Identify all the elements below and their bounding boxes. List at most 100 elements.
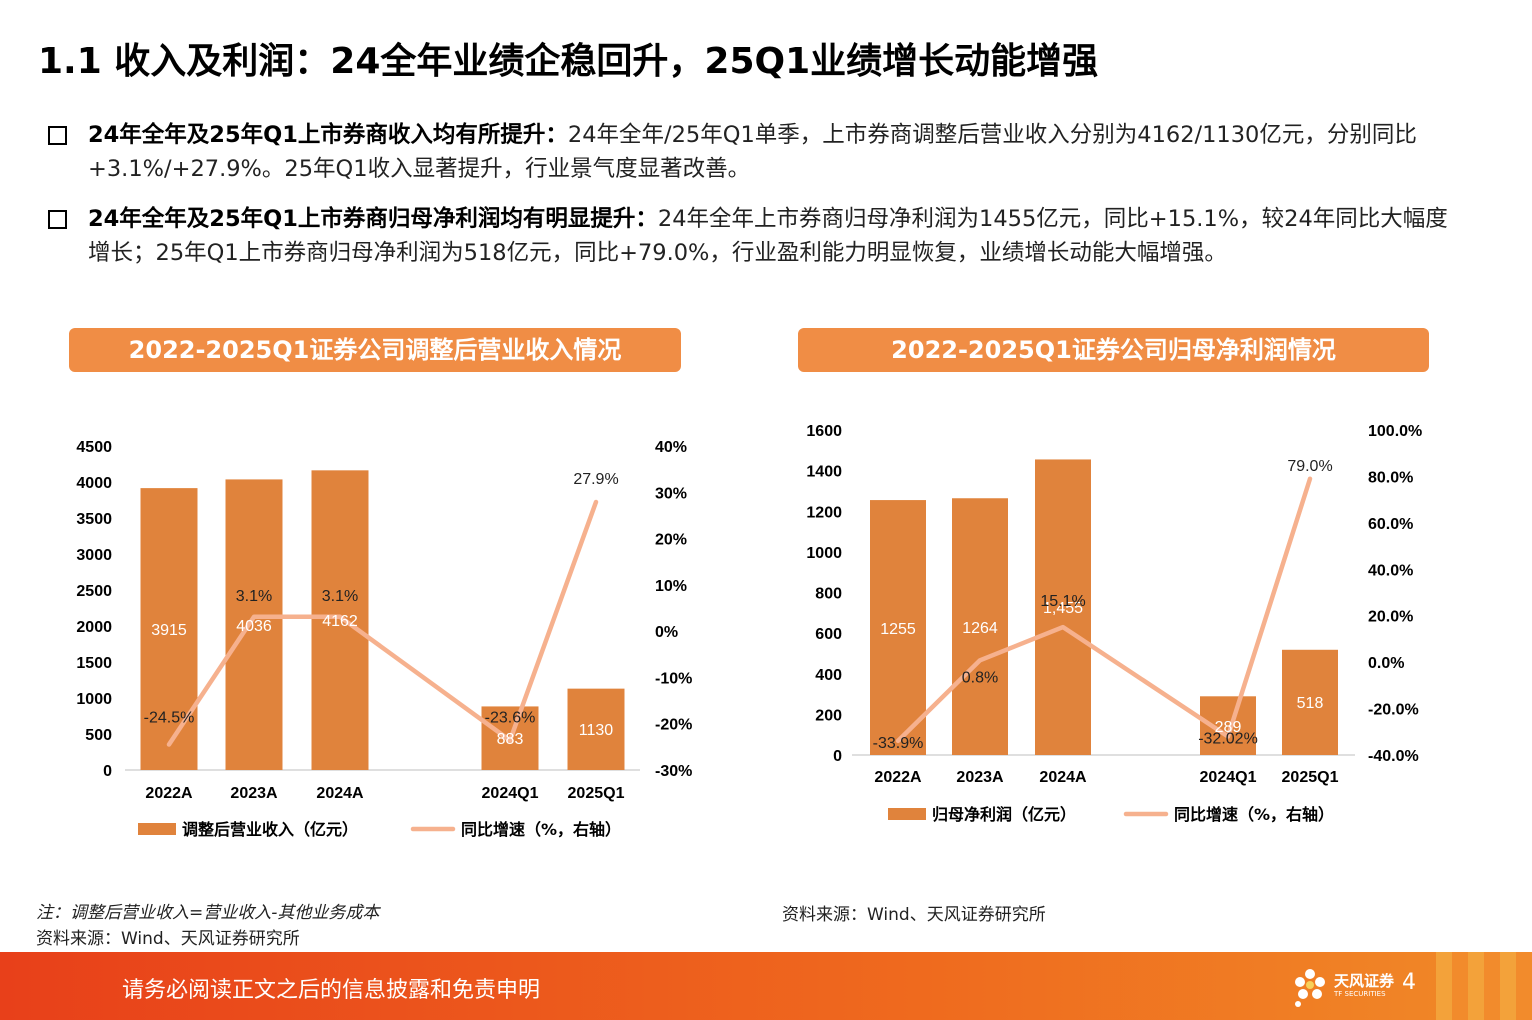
rev-bar-value-label: 1130 [579,722,614,739]
np-y-tick-label: 1000 [806,545,842,562]
bullet-profit-text: 24年全年上市券商归母净利润为1455亿元，同比+15.1%，较24年同比大幅度… [88,206,1448,266]
charts-canvas: 050010001500200025003000350040004500-30%… [76,423,1422,839]
bullet-revenue-text: 24年全年/25年Q1单季，上市券商调整后营业收入分别为4162/1130亿元，… [88,122,1417,182]
rev-y-tick-label: 2000 [76,619,112,636]
rev-y2-tick-label: -30% [655,763,692,780]
np-bar [1282,649,1338,755]
chart-left-title: 2022-2025Q1证券公司调整后营业收入情况 [69,328,681,372]
np-category-label: 2023A [956,769,1004,786]
rev-y-tick-label: 1500 [76,655,112,672]
bullet-revenue-heading: 24年全年及25年Q1上市券商收入均有所提升： [88,122,568,148]
source-left: 资料来源：Wind、天风证券研究所 [36,929,300,949]
np-bar-value-label: 289 [1215,719,1242,736]
rev-category-label: 2025Q1 [568,785,625,802]
rev-bar [140,488,198,770]
rev-bar [311,470,369,770]
np-y-tick-label: 1400 [806,464,842,481]
rev-y-tick-label: 1000 [76,691,112,708]
rev-growth-value-label: -24.5% [144,710,195,727]
rev-growth-value-label: 3.1% [322,588,358,605]
rev-y2-tick-label: -20% [655,717,692,734]
bullet-square-icon [48,126,67,145]
np-growth-line [895,476,1313,744]
footer-disclaimer: 请务必阅读正文之后的信息披露和免责申明 [122,978,541,1003]
rev-y2-tick-label: 10% [655,578,687,595]
np-growth-value-label: 15.1% [1040,593,1085,610]
rev-bar-value-label: 4036 [236,618,272,635]
rev-y2-tick-label: 40% [655,439,687,456]
np-category-label: 2025Q1 [1282,769,1339,786]
rev-growth-line [166,499,599,747]
rev-y2-tick-label: 0% [655,624,678,641]
np-y-tick-label: 600 [815,626,842,643]
footer-stripes-decoration [1436,952,1532,1020]
footer-bar: 请务必阅读正文之后的信息披露和免责申明 天风证券 TF SECURITIES 4 [0,952,1532,1020]
bullet-profit: 24年全年及25年Q1上市券商归母净利润均有明显提升：24年全年上市券商归母净利… [48,202,1458,270]
page-title: 1.1 收入及利润：24全年业绩企稳回升，25Q1业绩增长动能增强 [38,41,1099,82]
np-y2-tick-label: 80.0% [1368,469,1413,486]
np-y2-tick-label: -20.0% [1368,702,1419,719]
rev-y2-tick-label: -10% [655,670,692,687]
rev-category-label: 2023A [230,785,278,802]
rev-legend-bar-label: 调整后营业收入（亿元） [182,820,358,839]
np-bar-value-label: 518 [1297,695,1324,712]
flower-logo-icon [1295,969,1325,1007]
np-growth-value-label: -32.02% [1198,730,1258,747]
np-y2-tick-label: 40.0% [1368,562,1413,579]
rev-bar-value-label: 3915 [151,622,187,639]
logo-text: 天风证券 [1334,972,1395,990]
np-y2-tick-label: 0.0% [1368,655,1404,672]
np-legend-bar-swatch [888,808,926,820]
np-bar [870,500,926,755]
rev-legend-bar-swatch [138,823,176,835]
rev-y-tick-label: 0 [103,763,112,780]
rev-y-tick-label: 4500 [76,439,112,456]
np-bar-value-label: 1,455 [1043,600,1083,617]
rev-legend-line-label: 同比增速（%，右轴） [461,820,621,839]
bullet-square-icon [48,210,67,229]
note-left: 注：调整后营业收入=营业收入-其他业务成本 [36,903,380,923]
rev-bar [567,688,625,770]
np-category-label: 2024A [1039,769,1087,786]
np-y2-tick-label: 20.0% [1368,609,1413,626]
rev-y-tick-label: 500 [85,727,112,744]
rev-y-tick-label: 3000 [76,547,112,564]
rev-category-label: 2022A [145,785,193,802]
rev-category-label: 2024Q1 [482,785,539,802]
rev-y2-tick-label: 30% [655,485,687,502]
page-number: 4 [1402,970,1416,995]
np-legend-line-label: 同比增速（%，右轴） [1174,805,1334,824]
np-y2-tick-label: -40.0% [1368,748,1419,765]
company-logo: 天风证券 TF SECURITIES [1290,964,1430,1010]
rev-growth-value-label: 27.9% [573,471,618,488]
np-y-tick-label: 400 [815,667,842,684]
rev-y-tick-label: 2500 [76,583,112,600]
np-y-tick-label: 800 [815,586,842,603]
np-growth-value-label: 79.0% [1287,458,1332,475]
np-bar-value-label: 1264 [962,620,998,637]
np-y-tick-label: 0 [833,748,842,765]
np-y2-tick-label: 60.0% [1368,516,1413,533]
bullet-revenue: 24年全年及25年Q1上市券商收入均有所提升：24年全年/25年Q1单季，上市券… [48,118,1458,186]
np-bar [952,498,1008,755]
np-y-tick-label: 200 [815,707,842,724]
np-growth-value-label: -33.9% [873,735,924,752]
np-y-tick-label: 1200 [806,504,842,521]
rev-growth-value-label: -23.6% [485,709,536,726]
source-right: 资料来源：Wind、天风证券研究所 [782,905,1046,925]
rev-growth-value-label: 3.1% [236,588,272,605]
np-y-tick-label: 1600 [806,423,842,440]
np-bar-value-label: 1255 [880,621,916,638]
rev-y2-tick-label: 20% [655,532,687,549]
chart-right-title: 2022-2025Q1证券公司归母净利润情况 [798,328,1429,372]
np-category-label: 2024Q1 [1200,769,1257,786]
np-growth-value-label: 0.8% [962,669,998,686]
bullet-profit-heading: 24年全年及25年Q1上市券商归母净利润均有明显提升： [88,206,658,232]
rev-y-tick-label: 3500 [76,511,112,528]
rev-bar-value-label: 883 [497,731,524,748]
logo-subtext: TF SECURITIES [1334,990,1386,998]
rev-bar [225,479,283,770]
np-y2-tick-label: 100.0% [1368,423,1422,440]
rev-category-label: 2024A [316,785,364,802]
np-category-label: 2022A [874,769,922,786]
